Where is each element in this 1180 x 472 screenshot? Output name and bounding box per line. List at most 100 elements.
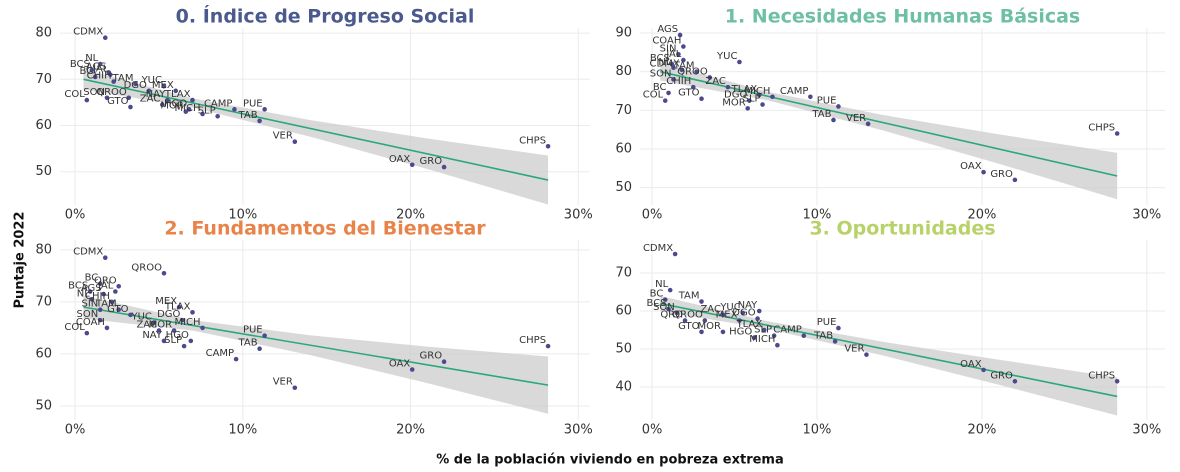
point xyxy=(171,328,177,333)
point xyxy=(160,102,165,108)
point-label: SON xyxy=(77,309,99,320)
point xyxy=(679,67,685,73)
point xyxy=(97,61,103,67)
point-label: DGO xyxy=(724,90,747,101)
point-label: CHPS xyxy=(519,135,546,146)
point-label: AGS xyxy=(81,283,102,294)
confidence-band xyxy=(83,295,549,414)
point xyxy=(737,318,742,323)
point-label: QROO xyxy=(677,66,708,77)
y-tick-label: 40 xyxy=(615,379,632,394)
point xyxy=(128,312,133,318)
point-label: PUE xyxy=(243,325,263,336)
point-label: OAX xyxy=(960,161,982,172)
point-label: COAH xyxy=(652,36,681,47)
point-label: AGS xyxy=(657,24,678,35)
point-label: CHPS xyxy=(519,335,546,346)
point-label: YUC xyxy=(141,75,162,86)
point xyxy=(667,287,673,293)
point-label: MICH xyxy=(744,86,770,97)
point xyxy=(775,342,780,348)
x-tick-label: 30% xyxy=(1132,423,1161,438)
point-label: MEX xyxy=(155,296,177,307)
y-tick-label: 70 xyxy=(615,266,632,281)
point-label: GRO xyxy=(990,169,1013,180)
point-label: NL xyxy=(658,57,671,68)
point xyxy=(745,106,751,111)
point xyxy=(676,51,681,57)
point-label: CHIH xyxy=(85,291,110,302)
point-label: COL xyxy=(64,322,85,333)
x-tick-label: 30% xyxy=(564,208,593,223)
point xyxy=(674,310,680,316)
point xyxy=(161,338,167,344)
point-label: DGO xyxy=(157,309,180,320)
x-tick-label: 20% xyxy=(396,208,425,223)
point xyxy=(770,94,775,100)
point xyxy=(89,67,95,73)
point-label: GTO xyxy=(678,88,700,99)
x-tick-label: 0% xyxy=(65,423,86,438)
point xyxy=(200,325,205,331)
point xyxy=(441,164,447,170)
y-tick-label: 50 xyxy=(615,180,632,195)
point-label: TAM xyxy=(112,73,134,84)
point xyxy=(200,111,205,117)
x-tick-label: 10% xyxy=(228,208,257,223)
point xyxy=(113,289,118,294)
point xyxy=(1012,378,1018,384)
x-tick-label: 10% xyxy=(228,423,257,438)
confidence-band xyxy=(660,295,1118,416)
point-label: SON xyxy=(653,302,675,313)
point xyxy=(702,318,708,323)
point-label: QRO xyxy=(94,275,117,286)
point xyxy=(409,367,415,372)
point xyxy=(865,121,871,127)
y-tick-label: 80 xyxy=(35,26,52,41)
panel-title: 2. Fundamentos del Bienestar xyxy=(164,218,486,240)
point-label: TAB xyxy=(811,109,831,120)
point-label: QROO xyxy=(131,262,162,273)
point xyxy=(176,304,182,310)
point-label: OAX xyxy=(389,359,411,370)
point xyxy=(755,316,760,321)
x-tick-label: 20% xyxy=(396,423,425,438)
y-tick-label: 70 xyxy=(615,103,632,118)
point xyxy=(690,84,696,90)
point xyxy=(183,109,189,114)
x-axis-label: % de la población viviendo en pobreza ex… xyxy=(436,453,784,468)
point-label: SIN xyxy=(81,299,98,310)
point xyxy=(677,32,683,38)
point-label: JAL xyxy=(97,281,114,292)
point xyxy=(666,306,671,312)
point-label: MOR xyxy=(149,320,172,331)
point xyxy=(173,88,179,94)
x-tick-label: 20% xyxy=(967,208,996,223)
point xyxy=(146,88,152,94)
point-label: BCS xyxy=(647,298,667,309)
x-tick-label: 30% xyxy=(1132,208,1161,223)
point-label: TLAX xyxy=(164,301,191,312)
y-tick-label: 50 xyxy=(35,164,52,179)
point xyxy=(232,107,237,112)
point xyxy=(699,329,704,335)
point-label: SLP xyxy=(164,335,182,346)
point xyxy=(699,96,704,102)
point xyxy=(747,98,752,103)
point-label: MICH xyxy=(749,334,775,345)
point-label: COL xyxy=(64,89,85,100)
point-label: ZAC xyxy=(136,320,157,331)
point-label: MOR xyxy=(722,97,745,108)
point-label: TAB xyxy=(813,330,833,341)
point-label: HGO xyxy=(729,327,752,338)
point-label: COAH xyxy=(76,317,105,328)
point xyxy=(671,77,676,82)
point-label: TAM xyxy=(673,61,695,72)
point-label: DGO xyxy=(124,80,147,91)
point xyxy=(720,312,726,318)
point xyxy=(771,333,777,338)
point-label: GTO xyxy=(107,304,129,315)
point-label: CAMP xyxy=(206,348,234,359)
point xyxy=(104,95,110,101)
